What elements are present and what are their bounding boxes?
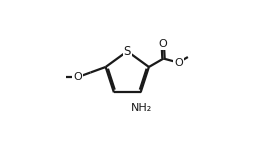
Text: O: O <box>73 72 82 82</box>
Text: S: S <box>124 45 131 58</box>
Text: NH₂: NH₂ <box>131 103 152 113</box>
Text: O: O <box>174 58 183 67</box>
Text: O: O <box>158 39 167 49</box>
